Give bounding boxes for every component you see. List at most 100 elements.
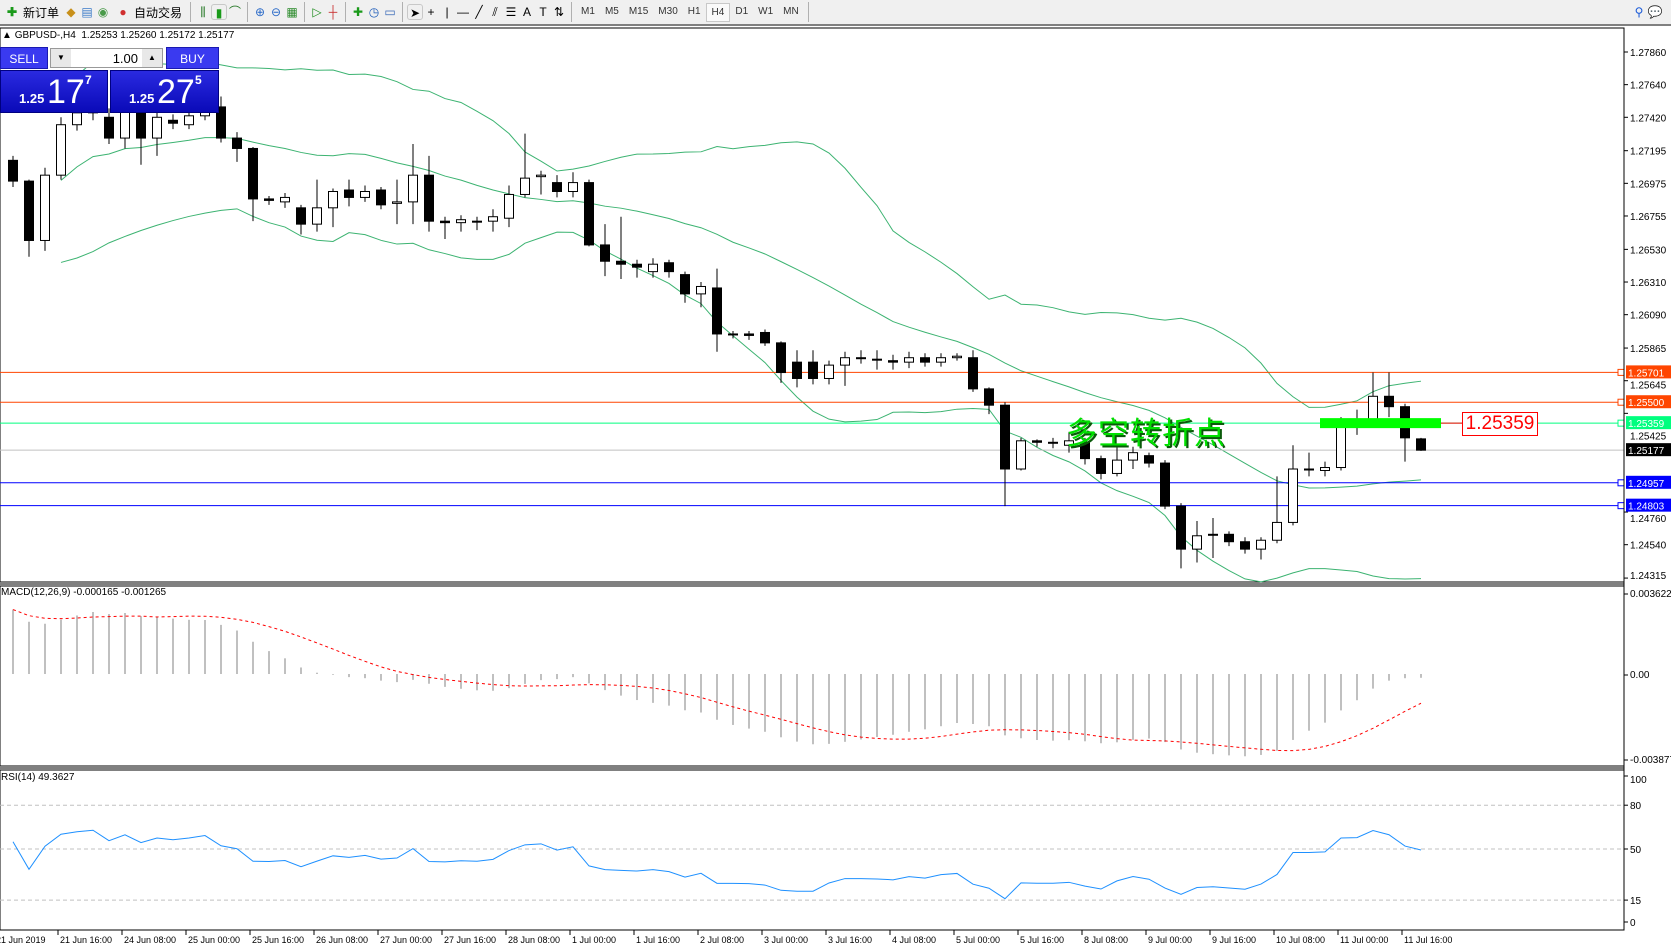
trendline-icon[interactable]: ╱	[475, 5, 483, 19]
candle-body	[328, 190, 338, 209]
indicators-icon[interactable]: ✚	[353, 5, 364, 19]
candle-body	[104, 116, 114, 139]
market-watch-icon[interactable]: ◆	[66, 5, 76, 19]
timeframe-w1[interactable]: W1	[758, 5, 774, 17]
timeframe-h1[interactable]: H1	[687, 5, 701, 17]
lot-increase-icon[interactable]: ▲	[142, 49, 162, 67]
tile-windows-icon[interactable]: ▦	[286, 5, 298, 19]
data-window-icon[interactable]: ▤	[81, 5, 93, 19]
timeframe-m15[interactable]: M15	[628, 5, 649, 17]
candle	[1016, 437, 1026, 471]
candle	[808, 350, 818, 385]
annotation-text[interactable]: 多空转折点	[1066, 416, 1226, 452]
price-axis-label: 1.25425	[1630, 431, 1667, 442]
zoom-out-icon[interactable]: ⊖	[271, 5, 282, 19]
templates-icon[interactable]: ▭	[384, 5, 396, 19]
bid-price-box[interactable]: 1.25 17 7	[0, 70, 108, 113]
candle-body	[472, 220, 482, 223]
horizontal-line-icon[interactable]: —	[457, 5, 470, 19]
candle-body	[376, 189, 386, 206]
candle	[1176, 503, 1186, 569]
timeframe-m5[interactable]: M5	[604, 5, 619, 17]
candle	[104, 108, 114, 145]
chart-shift-icon[interactable]: ▷	[312, 5, 322, 19]
toolbar-separator	[402, 2, 404, 22]
time-axis-label: 21 Jun 2019	[0, 935, 46, 945]
search-icon[interactable]: ⚲	[1634, 5, 1644, 19]
new-order-button[interactable]: ✚ 新订单	[0, 1, 63, 23]
time-axis-label: 28 Jun 08:00	[508, 935, 560, 945]
candle-body	[664, 262, 674, 273]
candle	[840, 351, 850, 386]
collapse-arrow-icon[interactable]: ▲	[2, 30, 12, 41]
candle-body	[568, 182, 578, 192]
signals-icon[interactable]: ◉	[97, 5, 109, 19]
candle	[1144, 452, 1154, 468]
arrows-icon[interactable]: ⇅	[554, 5, 565, 19]
cursor-icon[interactable]: ➤	[407, 4, 424, 20]
candle-body	[888, 360, 898, 363]
candle	[376, 187, 386, 210]
candle-body	[408, 174, 418, 203]
fibonacci-icon[interactable]: ☰	[505, 5, 517, 19]
candle-body	[520, 177, 530, 195]
lot-decrease-icon[interactable]: ▼	[51, 49, 71, 67]
candle	[1384, 372, 1394, 418]
candle	[728, 330, 738, 339]
candle-body	[696, 285, 706, 295]
text-label-icon[interactable]: T	[539, 5, 547, 19]
candle	[920, 353, 930, 367]
timeframe-mn[interactable]: MN	[783, 5, 799, 17]
candle	[184, 109, 194, 130]
candle-body	[280, 196, 290, 203]
price-axis-label: 1.25645	[1630, 381, 1667, 392]
candle	[1112, 446, 1122, 477]
equidistant-channel-icon[interactable]: ⫽	[492, 5, 498, 19]
line-chart-icon[interactable]: ⌒	[229, 5, 242, 19]
auto-scroll-icon[interactable]: ┼	[328, 5, 338, 19]
auto-trading-button[interactable]: ● 自动交易	[111, 1, 186, 23]
ask-small-digit: 5	[195, 73, 202, 87]
buy-button[interactable]: BUY	[166, 47, 219, 69]
timeframe-h4[interactable]: H4	[705, 2, 731, 22]
lot-size-input[interactable]: 1.00	[112, 50, 138, 66]
timeframe-m1[interactable]: M1	[581, 5, 595, 17]
candle-body	[1272, 521, 1282, 541]
level-price-tag	[1626, 475, 1671, 489]
sell-button[interactable]: SELL	[0, 47, 48, 69]
lot-size-stepper[interactable]: ▼ 1.00 ▲	[50, 48, 163, 68]
main-pane-frame	[0, 27, 1625, 583]
candle	[1064, 431, 1074, 453]
annotation-price-label[interactable]: 1.25359	[1462, 412, 1538, 436]
bar-chart-icon[interactable]: ⫼	[200, 5, 206, 19]
candle	[8, 155, 18, 188]
candlestick-chart-icon[interactable]: ▮	[211, 4, 228, 20]
candle-body	[776, 342, 786, 374]
candle	[1096, 455, 1106, 480]
candle	[408, 144, 418, 225]
time-axis-label: 26 Jun 08:00	[316, 935, 368, 945]
level-price-tag	[1626, 498, 1671, 512]
current-price-label: 1.25177	[1628, 446, 1665, 457]
candle-body	[1368, 395, 1378, 423]
zoom-in-icon[interactable]: ⊕	[255, 5, 266, 19]
time-axis-label: 25 Jun 16:00	[252, 935, 304, 945]
timeframe-m30[interactable]: M30	[658, 5, 678, 17]
candle-body	[824, 364, 834, 379]
bid-small-digit: 7	[85, 73, 92, 87]
text-icon[interactable]: A	[523, 5, 532, 19]
timeframe-d1[interactable]: D1	[735, 5, 749, 17]
crosshair-icon[interactable]: +	[427, 5, 435, 19]
candle	[1240, 537, 1250, 554]
ask-price-box[interactable]: 1.25 27 5	[110, 70, 219, 113]
periods-clock-icon[interactable]: ◷	[368, 5, 380, 19]
candle-body	[504, 193, 514, 219]
level-price-tag	[1626, 395, 1671, 409]
candle	[632, 259, 642, 278]
price-axis-label: 1.26975	[1630, 179, 1667, 190]
candle-body	[1384, 395, 1394, 408]
candle-body	[152, 116, 162, 139]
chat-icon[interactable]: 💬	[1647, 5, 1663, 19]
vertical-line-icon[interactable]: |	[445, 5, 449, 19]
